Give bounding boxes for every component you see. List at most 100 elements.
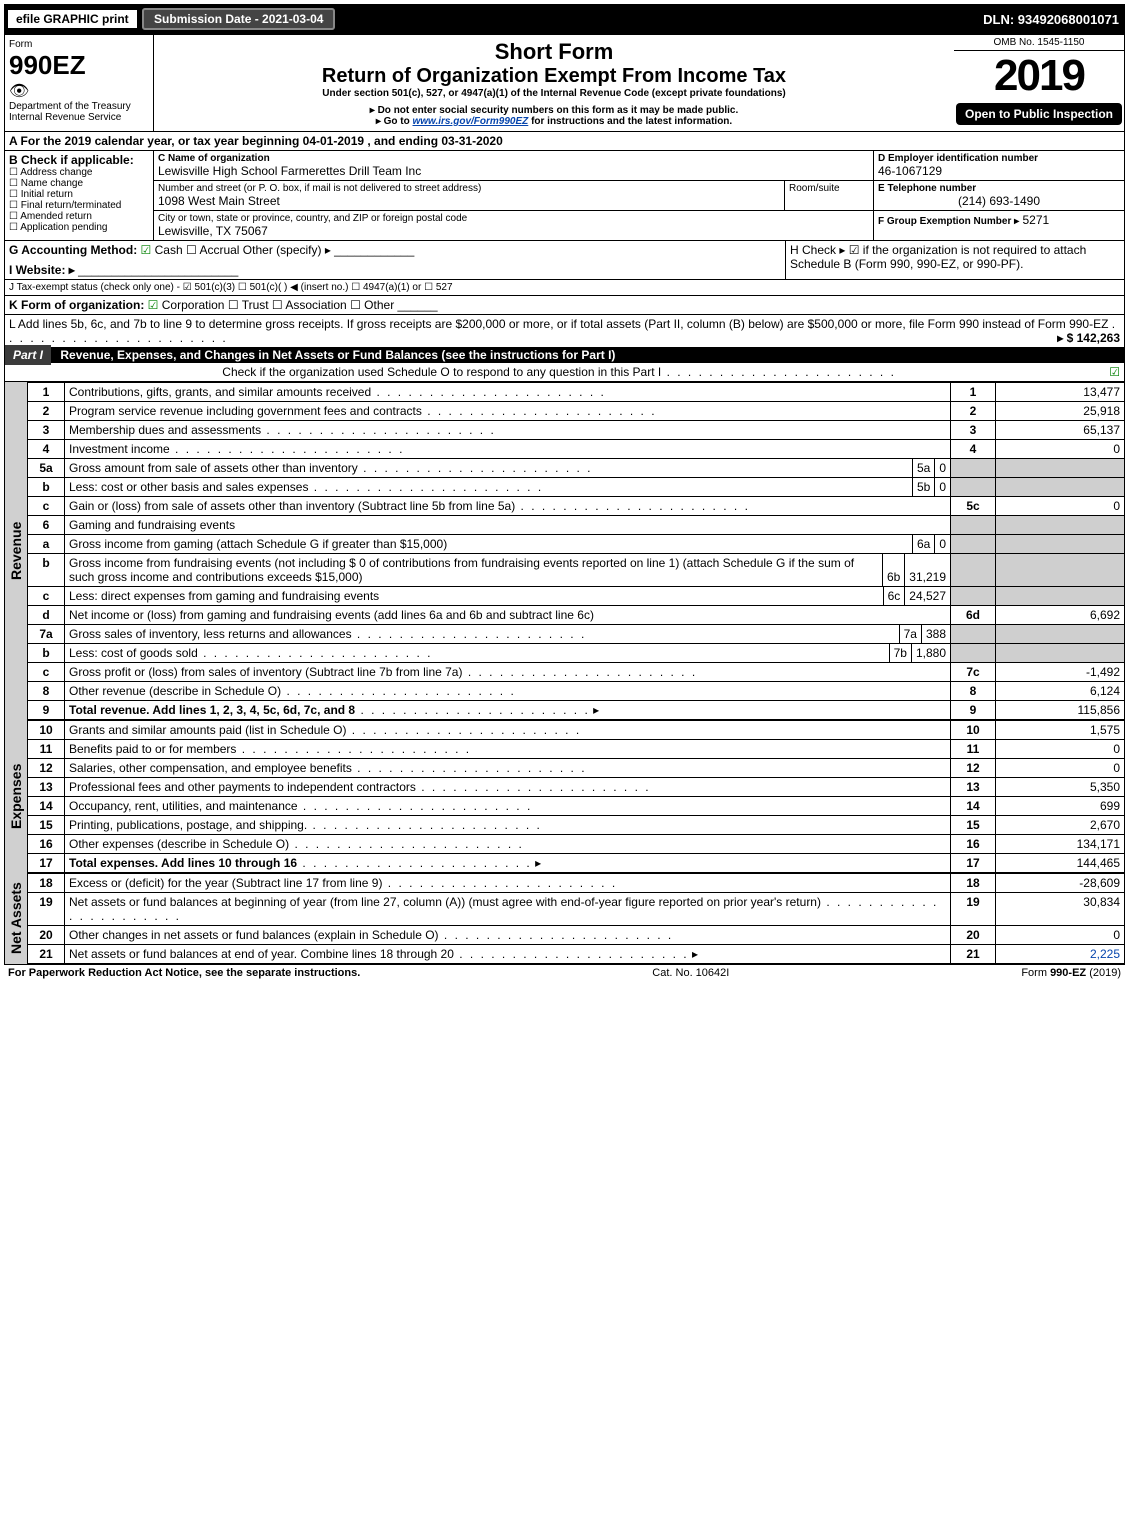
l9-desc: Total revenue. Add lines 1, 2, 3, 4, 5c,… (69, 703, 355, 717)
l7b-sb: 7b (889, 644, 911, 662)
l7b-desc: Less: cost of goods sold (69, 646, 198, 660)
l20-desc: Other changes in net assets or fund bala… (69, 928, 439, 942)
l4-val: 0 (996, 440, 1125, 459)
i-label: I Website: ▸ (9, 263, 75, 277)
gh-row: G Accounting Method: Cash Accrual Other … (4, 241, 1125, 280)
other-specify: Other (specify) ▸ (243, 243, 331, 257)
j-text: J Tax-exempt status (check only one) - ☑… (5, 280, 457, 295)
l7a-desc: Gross sales of inventory, less returns a… (69, 627, 352, 641)
addr-change-check[interactable]: Address change (9, 167, 149, 178)
footer-right: Form 990-EZ (2019) (1021, 967, 1121, 979)
name-change-check[interactable]: Name change (9, 178, 149, 189)
l6d-val: 6,692 (996, 606, 1125, 625)
l9-val: 115,856 (996, 701, 1125, 720)
irs-link[interactable]: www.irs.gov/Form990EZ (413, 116, 529, 127)
entity-block: B Check if applicable: Address change Na… (4, 151, 1125, 241)
l20-box: 20 (951, 926, 996, 945)
l6c-sb: 6c (883, 587, 905, 605)
accrual-check[interactable]: Accrual (186, 243, 239, 257)
l5b-sv: 0 (934, 478, 950, 496)
l6d-box: 6d (951, 606, 996, 625)
l11-val: 0 (996, 740, 1125, 759)
initial-return-check[interactable]: Initial return (9, 189, 149, 200)
l14-desc: Occupancy, rent, utilities, and maintena… (69, 799, 298, 813)
footer-mid: Cat. No. 10642I (652, 967, 729, 979)
part1-title: Revenue, Expenses, and Changes in Net As… (54, 348, 615, 362)
goto-post: for instructions and the latest informat… (531, 116, 732, 127)
l5a-sb: 5a (912, 459, 934, 477)
trust-check[interactable]: Trust (228, 298, 269, 312)
revenue-table: 1Contributions, gifts, grants, and simil… (27, 382, 1125, 720)
l20-val: 0 (996, 926, 1125, 945)
dln-label: DLN: 93492068001071 (983, 12, 1119, 27)
l6b-sb: 6b (882, 554, 904, 586)
l2-val: 25,918 (996, 402, 1125, 421)
l13-desc: Professional fees and other payments to … (69, 780, 416, 794)
netassets-side-label: Net Assets (5, 873, 27, 964)
g-label: G Accounting Method: (9, 243, 137, 257)
l19-desc: Net assets or fund balances at beginning… (69, 895, 821, 909)
corp-check[interactable]: Corporation (148, 298, 225, 312)
l1-val: 13,477 (996, 383, 1125, 402)
form-label: Form (9, 39, 149, 50)
expenses-side-label: Expenses (5, 720, 27, 873)
cash-check[interactable]: Cash (141, 243, 183, 257)
l6c-sv: 24,527 (904, 587, 950, 605)
dept-label: Department of the Treasury (9, 101, 149, 112)
subtitle: Under section 501(c), 527, or 4947(a)(1)… (158, 88, 950, 99)
l7a-sb: 7a (899, 625, 921, 643)
app-pending-check[interactable]: Application pending (9, 222, 149, 233)
c-label: C Name of organization (158, 153, 869, 164)
return-title: Return of Organization Exempt From Incom… (158, 65, 950, 88)
short-form-title: Short Form (158, 39, 950, 65)
l4-box: 4 (951, 440, 996, 459)
l7a-sv: 388 (921, 625, 950, 643)
l1-desc: Contributions, gifts, grants, and simila… (69, 385, 371, 399)
l13-val: 5,350 (996, 778, 1125, 797)
goto-pre: ▸ Go to (376, 116, 413, 127)
l10-val: 1,575 (996, 721, 1125, 740)
l2-desc: Program service revenue including govern… (69, 404, 422, 418)
l5b-desc: Less: cost or other basis and sales expe… (69, 480, 308, 494)
l5c-desc: Gain or (loss) from sale of assets other… (69, 499, 515, 513)
top-bar: efile GRAPHIC print Submission Date - 20… (4, 4, 1125, 34)
l18-box: 18 (951, 874, 996, 893)
phone-value: (214) 693-1490 (878, 194, 1120, 208)
assoc-check[interactable]: Association (272, 298, 347, 312)
l6-desc: Gaming and fundraising events (65, 516, 951, 535)
irs-label: Internal Revenue Service (9, 112, 149, 123)
efile-print-button[interactable]: efile GRAPHIC print (6, 8, 139, 30)
l18-desc: Excess or (deficit) for the year (Subtra… (69, 876, 382, 890)
l16-desc: Other expenses (describe in Schedule O) (69, 837, 289, 851)
k-label: K Form of organization: (9, 298, 144, 312)
l12-val: 0 (996, 759, 1125, 778)
l-text: L Add lines 5b, 6c, and 7b to line 9 to … (9, 317, 1108, 331)
l6c-desc: Less: direct expenses from gaming and fu… (65, 587, 883, 605)
l21-box: 21 (951, 945, 996, 964)
other-check[interactable]: Other (350, 298, 394, 312)
form-number: 990EZ (9, 50, 149, 81)
l19-val: 30,834 (996, 893, 1125, 926)
expenses-table: 10Grants and similar amounts paid (list … (27, 720, 1125, 873)
l15-box: 15 (951, 816, 996, 835)
l16-box: 16 (951, 835, 996, 854)
l11-box: 11 (951, 740, 996, 759)
l6b-sv: 31,219 (904, 554, 950, 586)
street-label: Number and street (or P. O. box, if mail… (158, 183, 780, 194)
part1-label: Part I (5, 345, 51, 365)
revenue-side-label: Revenue (5, 382, 27, 720)
ssn-note: ▸ Do not enter social security numbers o… (158, 105, 950, 116)
netassets-table: 18 Excess or (deficit) for the year (Subt… (27, 873, 1125, 964)
amended-check[interactable]: Amended return (9, 211, 149, 222)
l14-val: 699 (996, 797, 1125, 816)
final-return-check[interactable]: Final return/terminated (9, 200, 149, 211)
f-label: F Group Exemption Number ▸ (878, 216, 1019, 227)
l4-desc: Investment income (69, 442, 170, 456)
l6a-sv: 0 (934, 535, 950, 553)
l17-val: 144,465 (996, 854, 1125, 873)
open-public-badge: Open to Public Inspection (956, 103, 1122, 125)
l17-box: 17 (951, 854, 996, 873)
l5b-sb: 5b (912, 478, 934, 496)
l9-box: 9 (951, 701, 996, 720)
room-label: Room/suite (784, 181, 873, 210)
